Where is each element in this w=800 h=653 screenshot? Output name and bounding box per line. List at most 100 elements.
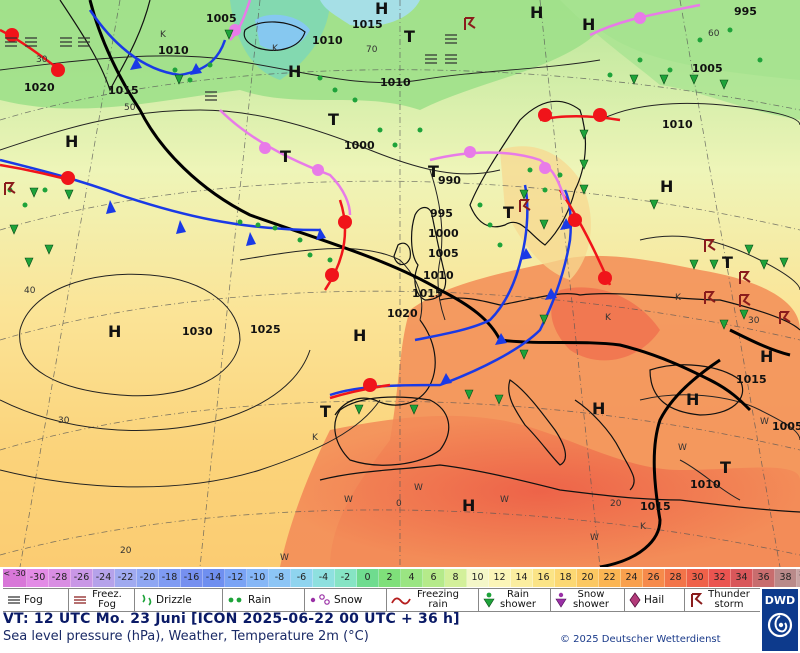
- low-center: T: [320, 402, 331, 421]
- high-center: H: [462, 496, 475, 515]
- temperature-label: 70: [366, 45, 378, 55]
- bold-isobars: [88, 0, 791, 567]
- temperature-swatch: -18: [159, 569, 181, 587]
- temperature-swatch: 38: [775, 569, 797, 587]
- front-symbols: [5, 12, 646, 392]
- isobar-label: 1015: [736, 373, 767, 386]
- legend-item-freezing-rain: Freezing rain: [387, 589, 479, 611]
- temperature-swatch: 2: [379, 569, 401, 587]
- isobar-label: 1010: [312, 34, 343, 47]
- lat-lon-grid: [0, 0, 800, 567]
- legend-label: Snow shower: [572, 589, 610, 610]
- occlusion-north-sea: [429, 151, 567, 201]
- isobar-label: 1000: [344, 139, 375, 152]
- isobar-label: 1000: [428, 227, 459, 240]
- temperature-swatch: 24: [621, 569, 643, 587]
- temperature-label: 60: [708, 29, 720, 39]
- temperature-swatch: 28: [665, 569, 687, 587]
- temperature-label: W: [280, 553, 289, 563]
- high-center: H: [760, 347, 773, 366]
- low-center: T: [503, 203, 514, 222]
- legend-label: Hail: [644, 594, 665, 606]
- temperature-swatch: -6: [291, 569, 313, 587]
- isobars: [0, 55, 800, 501]
- rain-symbols: [7, 27, 763, 263]
- swirl-logo-icon: [767, 612, 793, 638]
- hot-north-africa: [280, 415, 800, 567]
- isobar-label: 1010: [690, 478, 721, 491]
- temperature-label-group: 30 50 70 60 40 30 20 20 0 30 W W W W W K…: [24, 29, 769, 563]
- snow-icon: [310, 594, 330, 605]
- low-center: T: [720, 458, 731, 477]
- temperature-label: 50: [124, 103, 136, 113]
- temperature-swatch: ≥ 40 °C: [797, 569, 800, 587]
- temperature-label: K: [605, 313, 612, 323]
- temperature-swatch: 34: [731, 569, 753, 587]
- legend-label: Rain shower: [499, 589, 537, 610]
- weather-symbol-legend: Fog Freez. Fog Drizzle Rain Snow Freezin…: [3, 588, 760, 612]
- isobar-label: 1030: [182, 325, 213, 338]
- temperature-swatch: 30: [687, 569, 709, 587]
- temperature-swatch: -22: [115, 569, 137, 587]
- snow-shower-icon: [555, 592, 567, 608]
- temperature-swatch: -20: [137, 569, 159, 587]
- isobar-label: 1015: [640, 500, 671, 513]
- hail-icon: [629, 592, 641, 608]
- isobar-label: 995: [430, 207, 453, 220]
- isobar-label: 1010: [662, 118, 693, 131]
- low-center: T: [280, 147, 291, 166]
- temperature-swatch: 6: [423, 569, 445, 587]
- rain-icon: [228, 597, 242, 603]
- temperature-label: W: [414, 483, 423, 493]
- fog-icon: [8, 596, 20, 604]
- thunderstorm-symbols: [4, 17, 791, 324]
- valid-time-line: VT: 12 UTC Mo. 23 Juni [ICON 2025-06-22 …: [3, 611, 460, 627]
- drizzle-icon: [142, 594, 152, 606]
- legend-item-rain: Rain: [223, 589, 305, 611]
- isobar-label: 1005: [206, 12, 237, 25]
- temperature-scale: < -30 -30 -28 -26 -24 -22 -20 -18 -16 -14 -12 -10 -8…: [3, 569, 800, 587]
- temperature-swatch: 10: [467, 569, 489, 587]
- cold-front-europe: [329, 189, 573, 397]
- legend-item-fog: Fog: [3, 589, 69, 611]
- map-canvas: H H H H H H H H H H H H T T T T T T T T …: [0, 0, 800, 567]
- temperature-swatch: -8: [269, 569, 291, 587]
- legend-item-snow: Snow: [305, 589, 387, 611]
- cool-area-east: [560, 0, 800, 120]
- temperature-swatch: -12: [225, 569, 247, 587]
- high-center: H: [108, 322, 121, 341]
- cold-front-inner: [414, 184, 529, 342]
- high-center: H: [288, 62, 301, 81]
- freezing-fog-icon: [74, 596, 86, 604]
- shower-symbols: [9, 29, 789, 415]
- temperature-label: 30: [748, 316, 760, 326]
- temperature-label: W: [344, 495, 353, 505]
- freezing-rain-icon: [391, 597, 411, 605]
- high-center: H: [530, 3, 543, 22]
- temperature-label: 30: [58, 416, 70, 426]
- temperature-label: W: [760, 417, 769, 427]
- temperature-swatch: 4: [401, 569, 423, 587]
- temperature-swatch: -14: [203, 569, 225, 587]
- logo-text: DWD: [764, 594, 796, 607]
- copyright-text: © 2025 Deutscher Wetterdienst: [560, 634, 721, 645]
- temperature-swatch: 8: [445, 569, 467, 587]
- high-center: H: [65, 132, 78, 151]
- isobar-label: 1005: [692, 62, 723, 75]
- legend-item-snow-shower: Snow shower: [551, 589, 625, 611]
- temperature-swatch: -2: [335, 569, 357, 587]
- isobar-label: 990: [438, 174, 461, 187]
- isobar-label: 1015: [352, 18, 383, 31]
- high-center: H: [660, 177, 673, 196]
- temperature-swatch: 22: [599, 569, 621, 587]
- temperature-swatch: 32: [709, 569, 731, 587]
- temperature-swatch: -24: [93, 569, 115, 587]
- temperature-label: K: [272, 44, 279, 54]
- dwd-logo: DWD: [762, 589, 798, 651]
- temperature-swatch: -10: [247, 569, 269, 587]
- legend-item-freezing-fog: Freez. Fog: [69, 589, 135, 611]
- legend-label: Fog: [24, 594, 43, 606]
- temperature-label: 0: [396, 499, 402, 509]
- low-center: T: [722, 253, 733, 272]
